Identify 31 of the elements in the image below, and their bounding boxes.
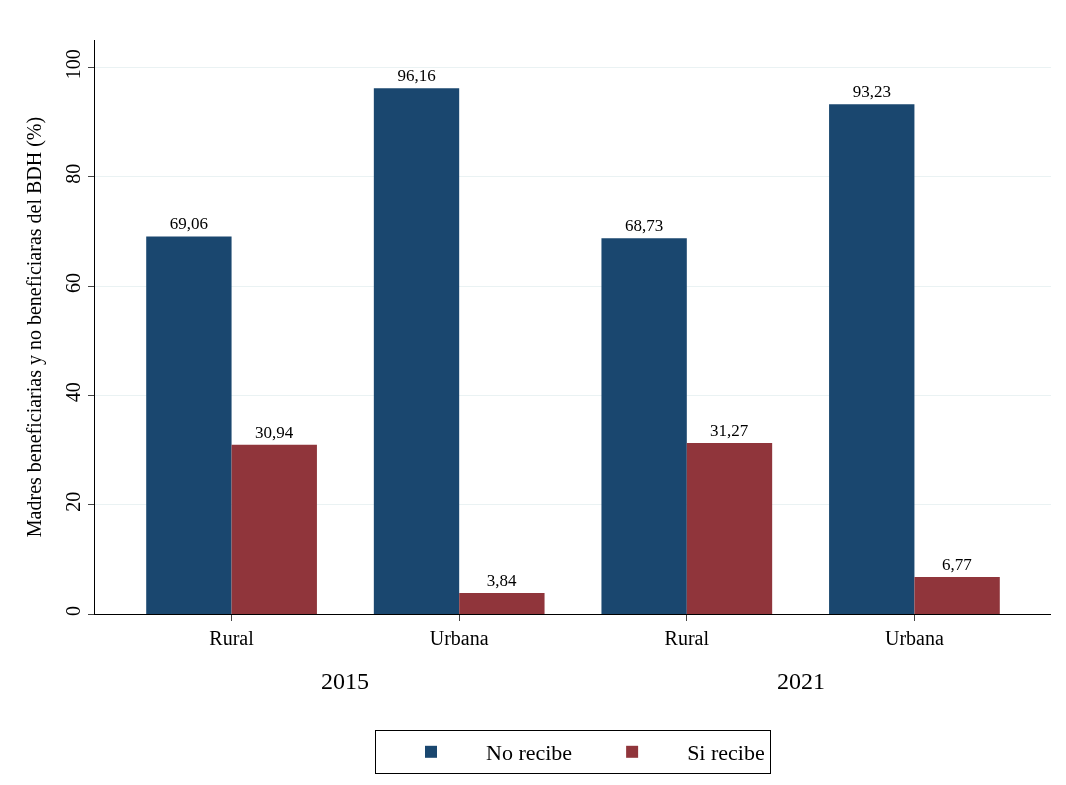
legend-label: No recibe — [486, 740, 573, 766]
data-label: 93,23 — [852, 82, 891, 102]
y-tick-label: 60 — [62, 273, 84, 293]
bar — [686, 443, 773, 614]
data-label: 30,94 — [254, 422, 294, 442]
data-label: 31,27 — [710, 421, 749, 441]
y-tick-label: 100 — [62, 49, 84, 80]
y-tick-label: 40 — [62, 382, 84, 403]
bar — [601, 238, 687, 614]
y-tick-label: 80 — [62, 163, 84, 184]
text: 2015 — [321, 668, 369, 694]
bar — [146, 236, 232, 614]
bar — [459, 593, 545, 614]
y-tick-label: 0 — [62, 606, 84, 616]
data-label: 3,84 — [486, 571, 517, 591]
x-tick-label: Rural — [664, 627, 710, 649]
bar — [373, 88, 460, 614]
bar — [914, 576, 1000, 614]
x-tick-label: Rural — [209, 627, 255, 649]
y-axis-title: Madres beneficiarias y no beneficiaras del BDH (%) — [22, 116, 46, 538]
x-tick-label: Urbana — [885, 627, 944, 649]
data-label: 96,16 — [397, 66, 436, 86]
bar — [829, 104, 915, 614]
data-label: 69,06 — [169, 214, 209, 234]
data-label: 68,73 — [625, 216, 664, 236]
x-tick-label: Urbana — [429, 627, 489, 649]
data-label: 6,77 — [941, 554, 973, 574]
y-tick-label: 20 — [62, 491, 84, 512]
bar — [231, 444, 317, 614]
legend-label: Si recibe — [687, 740, 765, 766]
text: 2021 — [777, 668, 825, 694]
